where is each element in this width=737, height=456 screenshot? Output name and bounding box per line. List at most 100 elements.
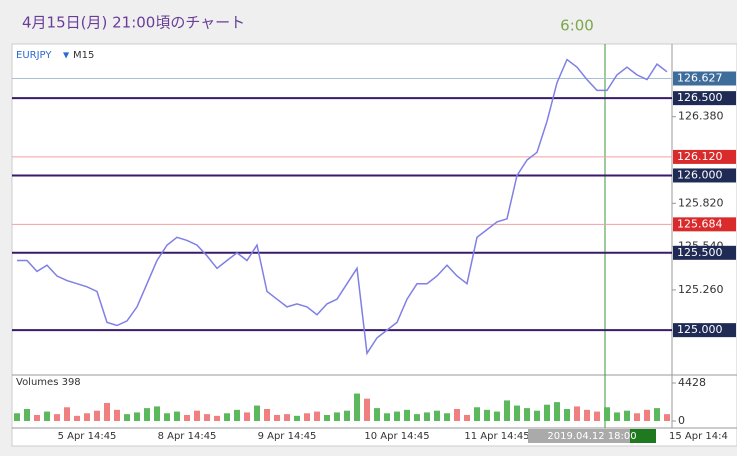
level-label-bg — [673, 91, 736, 106]
volume-bar — [404, 409, 410, 421]
volume-bar — [344, 410, 350, 421]
volume-bar — [334, 412, 340, 421]
level-label: 126.120 — [677, 150, 723, 163]
volume-bar — [614, 412, 620, 421]
volume-bar — [254, 405, 260, 421]
volume-bar — [124, 414, 130, 421]
volume-bar — [364, 398, 370, 421]
level-label-bg — [673, 149, 736, 164]
volume-bar — [494, 411, 500, 421]
volume-bar — [654, 408, 660, 421]
chart-title: 4月15日(月) 21:00頃のチャート — [22, 14, 245, 32]
volume-bar — [144, 408, 150, 421]
level-label: 125.000 — [677, 323, 723, 336]
volume-bar — [584, 409, 590, 421]
volume-bar — [524, 408, 530, 421]
volume-bar — [204, 414, 210, 421]
crosshair-label: 2019.04.12 18:00 — [547, 431, 636, 442]
chart-panel — [11, 43, 737, 447]
volume-bar — [94, 410, 100, 421]
volume-bar — [184, 414, 190, 421]
timeframe: M15 — [73, 50, 94, 61]
crosshair-label-accent — [630, 429, 656, 443]
volume-bar — [394, 411, 400, 421]
volume-bar — [154, 406, 160, 421]
volume-bar — [214, 415, 220, 421]
volume-bar — [54, 414, 60, 421]
volume-bar — [634, 413, 640, 421]
y-tick-label: 126.380 — [678, 110, 724, 123]
level-label-bg — [673, 217, 736, 232]
volume-bar — [264, 408, 270, 421]
volume-bar — [294, 415, 300, 421]
volume-bar — [64, 407, 70, 421]
volume-bar — [114, 409, 120, 421]
volume-bar — [324, 414, 330, 421]
volume-bar — [474, 407, 480, 421]
symbol-arrow: ▼ — [63, 51, 70, 60]
x-tick-label: 8 Apr 14:45 — [158, 431, 217, 442]
volume-bar — [44, 411, 50, 421]
volume-bar — [104, 402, 110, 421]
level-label: 125.684 — [677, 217, 723, 230]
volume-bar — [194, 410, 200, 421]
volume-bar — [174, 411, 180, 421]
level-label: 126.500 — [677, 91, 723, 104]
volume-bar — [464, 414, 470, 421]
volume-bar — [244, 412, 250, 421]
volume-bar — [134, 412, 140, 421]
volume-bar — [554, 402, 560, 421]
volume-bar — [444, 413, 450, 421]
volume-bar — [544, 404, 550, 421]
y-tick-label: 0 — [678, 414, 685, 427]
volume-bar — [284, 414, 290, 421]
volume-bar — [24, 408, 30, 421]
crosshair-label-bg — [528, 429, 656, 443]
volume-bar — [234, 409, 240, 421]
y-tick-label: 125.260 — [678, 283, 724, 296]
volume-bar — [384, 413, 390, 421]
volume-bar — [454, 408, 460, 421]
volume-bar — [224, 413, 230, 421]
volume-bar — [424, 412, 430, 421]
x-tick-label: 5 Apr 14:45 — [58, 431, 117, 442]
volume-bar — [74, 415, 80, 421]
volume-bar — [624, 410, 630, 421]
volume-bar — [314, 411, 320, 421]
x-tick-label: 11 Apr 14:45 — [464, 431, 529, 442]
volume-bar — [534, 410, 540, 421]
volume-bar — [664, 414, 670, 421]
x-tick-label: 15 Apr 14:4 — [669, 431, 728, 442]
volume-bar — [84, 413, 90, 421]
volume-bar — [514, 405, 520, 421]
volume-bar — [504, 400, 510, 421]
volume-title: Volumes 398 — [16, 377, 81, 388]
volume-bar — [34, 414, 40, 421]
volume-bar — [304, 413, 310, 421]
volume-bar — [594, 411, 600, 421]
volume-bar — [374, 408, 380, 421]
symbol: EURJPY — [16, 50, 52, 61]
volume-bar — [354, 393, 360, 421]
marker-time: 6:00 — [560, 17, 594, 35]
plot-layer: 126.380125.820125.540125.26004428126.627… — [12, 58, 736, 442]
level-label-bg — [673, 245, 736, 260]
level-label: 126.000 — [677, 168, 723, 181]
y-tick-label: 4428 — [678, 376, 706, 389]
volume-bar — [274, 414, 280, 421]
level-label: 126.627 — [677, 71, 723, 84]
level-label-bg — [673, 323, 736, 338]
price-line — [17, 58, 668, 356]
level-label-bg — [673, 71, 736, 86]
level-label: 125.500 — [677, 246, 723, 259]
y-tick-label: 125.820 — [678, 196, 724, 209]
volume-bar — [564, 408, 570, 421]
volume-bar — [434, 410, 440, 421]
volume-bar — [414, 414, 420, 421]
volume-bar — [604, 407, 610, 421]
volume-bar — [644, 409, 650, 421]
level-label-bg — [673, 168, 736, 183]
x-tick-label: 9 Apr 14:45 — [258, 431, 317, 442]
volume-bar — [484, 409, 490, 421]
